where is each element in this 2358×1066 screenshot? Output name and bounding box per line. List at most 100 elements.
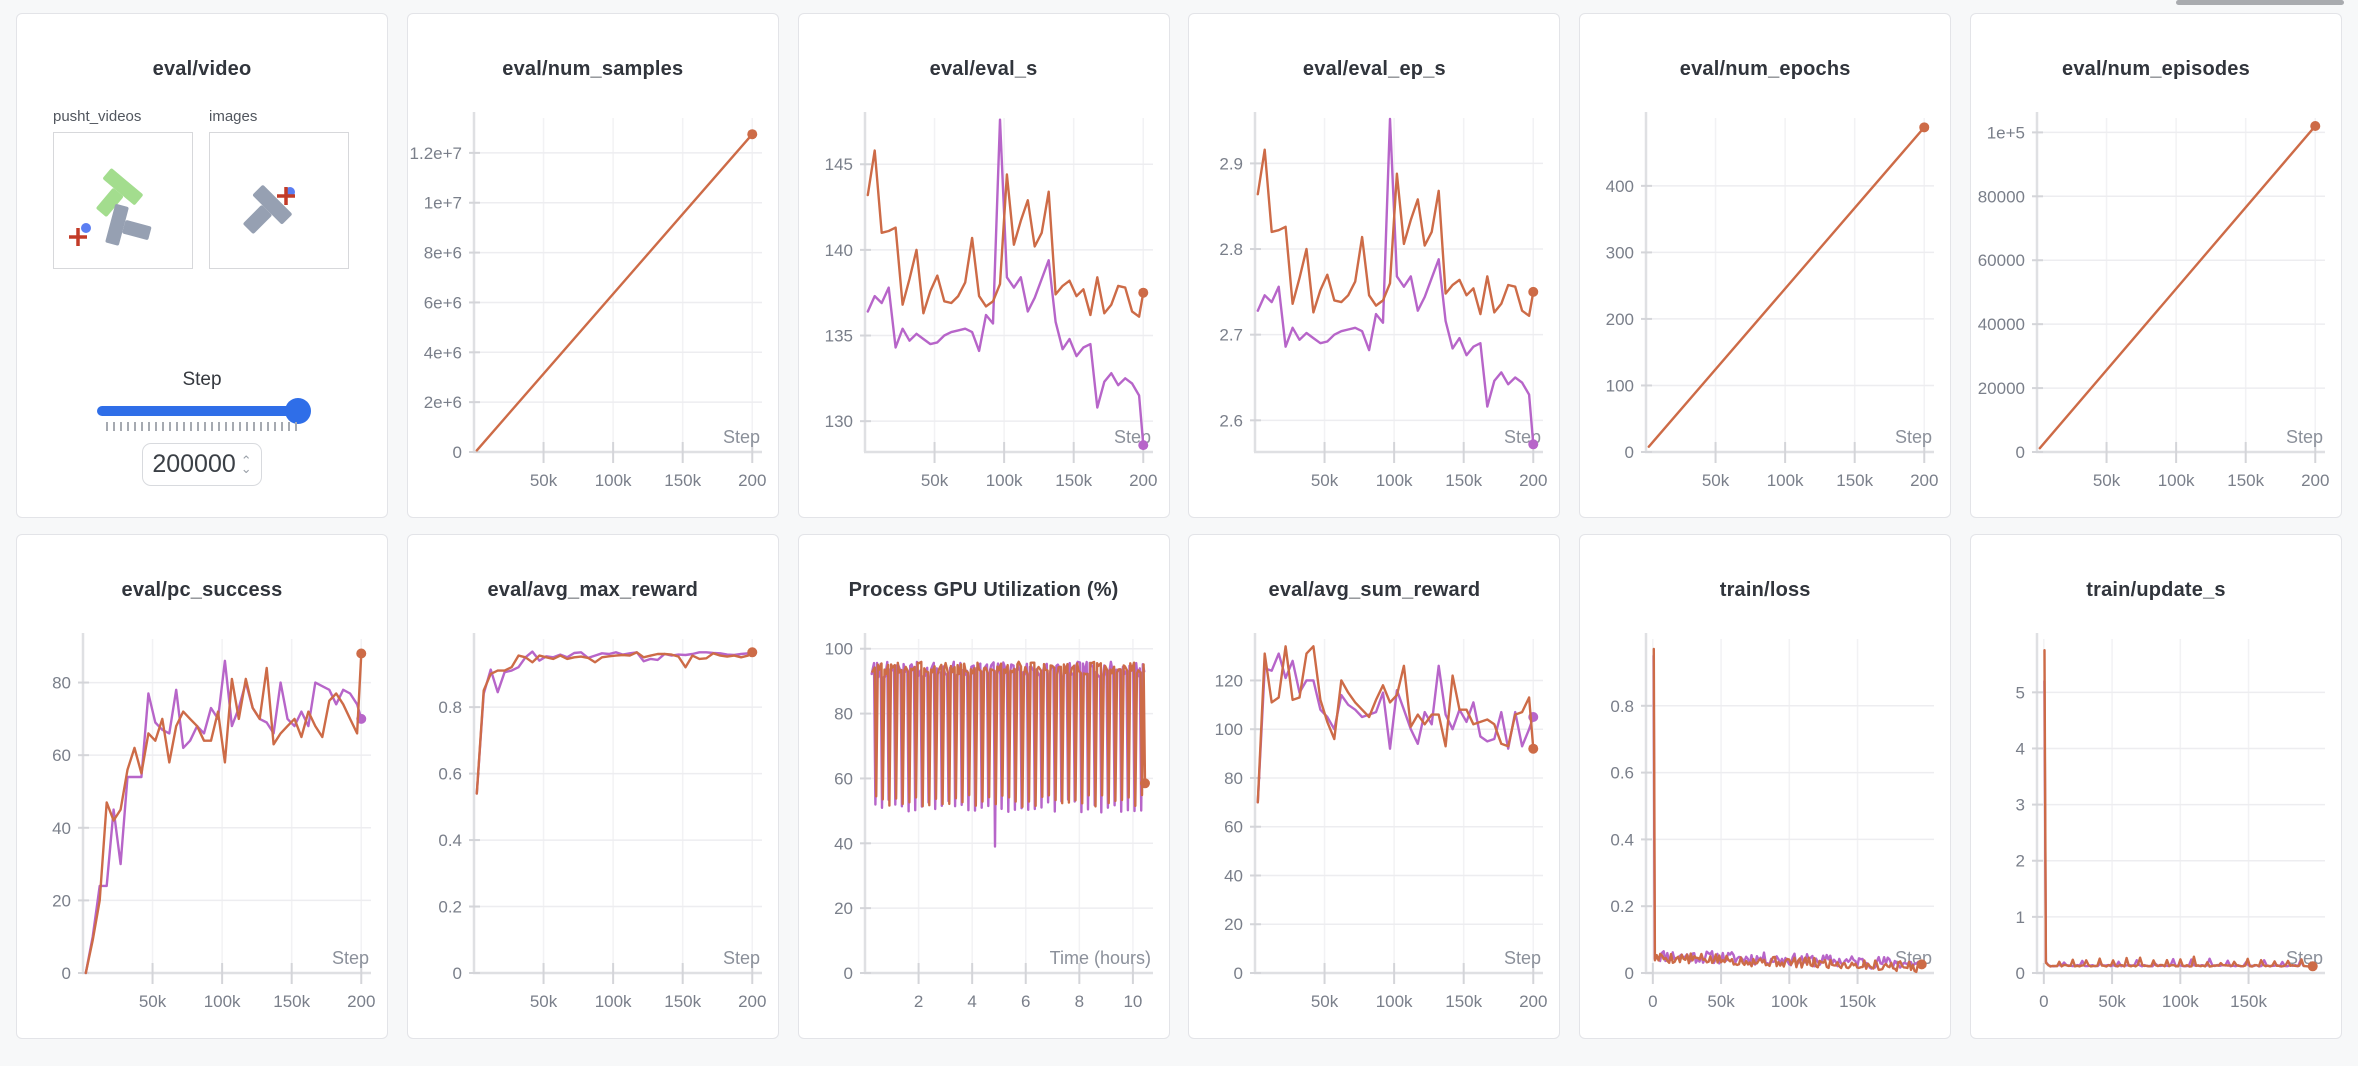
svg-text:100: 100 [1215,720,1243,739]
svg-text:60: 60 [52,746,71,765]
media-caption-images: images [209,108,258,125]
chart-gpu-utilization[interactable]: 0 20 40 60 80 100 2 4 6 8 10 Time (hours) [799,621,1169,1038]
svg-text:Step: Step [723,427,760,447]
chart-train-update-s[interactable]: 0 1 2 3 4 5 0 50k 100k 150k Step [1971,621,2341,1038]
panel-eval-eval-s: eval/eval_s 130 135 140 145 50k 100k 150k 200 St… [797,13,1170,518]
svg-text:135: 135 [824,327,852,346]
svg-text:20: 20 [834,899,853,918]
chart-eval-num-episodes[interactable]: 0 20000 40000 60000 80000 1e+5 50k 100k 150k 200 S… [1971,100,2341,517]
target-cross [69,228,87,246]
panel-title: eval/num_samples [502,58,684,80]
chart-eval-pc-success[interactable]: 0 20 40 60 80 50k 100k 150k 200 Step [17,621,387,1038]
svg-text:0: 0 [2016,443,2025,462]
svg-text:Time (hours): Time (hours) [1049,948,1150,968]
chart-eval-eval-ep-s[interactable]: 2.6 2.7 2.8 2.9 50k 100k 150k 200 Step [1189,100,1559,517]
svg-text:2e+6: 2e+6 [424,393,462,412]
svg-text:100k: 100k [1767,471,1804,490]
svg-text:200: 200 [1606,310,1634,329]
svg-text:80: 80 [1224,769,1243,788]
media-caption-pusht-videos: pusht_videos [53,108,142,125]
step-down-icon: ⌄ [240,460,252,476]
stepper-arrows[interactable]: ⌃ ⌄ [240,454,252,476]
svg-text:150k: 150k [2227,471,2264,490]
video-thumbnail-images[interactable] [209,132,349,269]
svg-text:100: 100 [1606,376,1634,395]
chart-eval-eval-s[interactable]: 130 135 140 145 50k 100k 150k 200 Step [799,100,1169,517]
svg-text:140: 140 [824,241,852,260]
svg-text:300: 300 [1606,243,1634,262]
panel-eval-num-epochs: eval/num_epochs 0 100 200 300 400 50k 100k 150k… [1579,13,1952,518]
svg-text:0: 0 [843,964,852,983]
svg-text:80: 80 [834,705,853,724]
gray-t-shape [243,185,292,234]
panel-title: eval/num_episodes [2062,58,2250,80]
svg-text:0: 0 [2016,964,2025,983]
step-slider-ticks [106,422,298,431]
svg-text:150k: 150k [1836,471,1873,490]
chart-eval-avg-sum-reward[interactable]: 0 20 40 60 80 100 120 50k 100k 150k 200 Step [1189,621,1559,1038]
svg-text:Step: Step [332,948,369,968]
panel-title: eval/avg_sum_reward [1268,579,1481,601]
panel-title: Process GPU Utilization (%) [848,579,1119,601]
svg-text:200: 200 [1519,471,1547,490]
svg-text:200: 200 [738,471,766,490]
svg-text:100k: 100k [594,471,631,490]
svg-text:2.9: 2.9 [1220,154,1244,173]
svg-text:0.2: 0.2 [438,898,462,917]
svg-text:1.2e+7: 1.2e+7 [409,144,461,163]
svg-text:8e+6: 8e+6 [424,244,462,263]
svg-text:0.4: 0.4 [1611,830,1635,849]
panel-gpu-utilization: Process GPU Utilization (%) 0 20 40 60 80 100… [797,534,1170,1039]
svg-text:150k: 150k [1055,471,1092,490]
step-slider[interactable] [97,398,311,424]
chart-eval-avg-max-reward[interactable]: 0 0.2 0.4 0.6 0.8 50k 100k 150k 200 Step [408,621,778,1038]
svg-text:40000: 40000 [1978,315,2025,334]
svg-text:60000: 60000 [1978,251,2025,270]
svg-text:20000: 20000 [1978,379,2025,398]
panel-title: eval/avg_max_reward [487,579,699,601]
panel-train-update-s: train/update_s 0 1 2 3 4 5 0 50k 100k 150k Step [1969,534,2342,1039]
svg-text:100k: 100k [1771,992,1808,1011]
svg-text:0: 0 [2039,992,2048,1011]
video-thumbnail-pusht[interactable] [53,132,193,269]
svg-text:20: 20 [1224,915,1243,934]
panel-eval-avg-max-reward: eval/avg_max_reward 0 0.2 0.4 0.6 0.8 50k 100k… [406,534,779,1039]
svg-text:0.6: 0.6 [438,765,462,784]
svg-text:20: 20 [52,891,71,910]
panel-title: eval/video [152,58,252,80]
svg-text:0: 0 [1625,443,1634,462]
svg-text:2: 2 [2016,852,2025,871]
svg-text:100k: 100k [2158,471,2195,490]
svg-text:0: 0 [1648,992,1657,1011]
step-slider-thumb[interactable] [285,398,311,424]
panel-title: train/loss [1719,579,1811,601]
panel-eval-num-episodes: eval/num_episodes 0 20000 40000 60000 80000 1… [1969,13,2342,518]
panel-eval-num-samples: eval/num_samples 0 2e+6 4e+6 6e+6 8e+6 1e+7 1.… [406,13,779,518]
panel-title: eval/eval_ep_s [1302,58,1446,80]
svg-text:0.8: 0.8 [1611,697,1635,716]
svg-text:6e+6: 6e+6 [424,293,462,312]
svg-text:50k: 50k [139,992,167,1011]
svg-text:4e+6: 4e+6 [424,343,462,362]
svg-text:Step: Step [1895,427,1932,447]
step-value: 200000 [152,450,236,478]
svg-text:50k: 50k [1311,471,1339,490]
svg-text:150k: 150k [1446,471,1483,490]
svg-text:80: 80 [52,674,71,693]
chart-train-loss[interactable]: 0 0.2 0.4 0.6 0.8 0 50k 100k 150k Step [1580,621,1950,1038]
svg-text:1: 1 [2016,908,2025,927]
svg-text:0: 0 [62,964,71,983]
step-input[interactable]: 200000 ⌃ ⌄ [142,443,262,486]
svg-text:200: 200 [1519,992,1547,1011]
panel-eval-pc-success: eval/pc_success 0 20 40 60 80 50k 100k 150k 200 S… [16,534,388,1039]
svg-text:50k: 50k [530,992,558,1011]
gray-t-shape [105,204,152,246]
svg-text:400: 400 [1606,177,1634,196]
chart-eval-num-epochs[interactable]: 0 100 200 300 400 50k 100k 150k 200 Step [1580,100,1950,517]
horizontal-scrollbar-thumb[interactable] [2176,0,2344,5]
svg-text:10: 10 [1123,992,1142,1011]
chart-eval-num-samples[interactable]: 0 2e+6 4e+6 6e+6 8e+6 1e+7 1.2e+7 50k 100k 150k 20… [408,100,778,517]
panel-eval-avg-sum-reward: eval/avg_sum_reward 0 20 40 60 80 100 120 50k 10… [1188,534,1561,1039]
svg-text:150k: 150k [1446,992,1483,1011]
